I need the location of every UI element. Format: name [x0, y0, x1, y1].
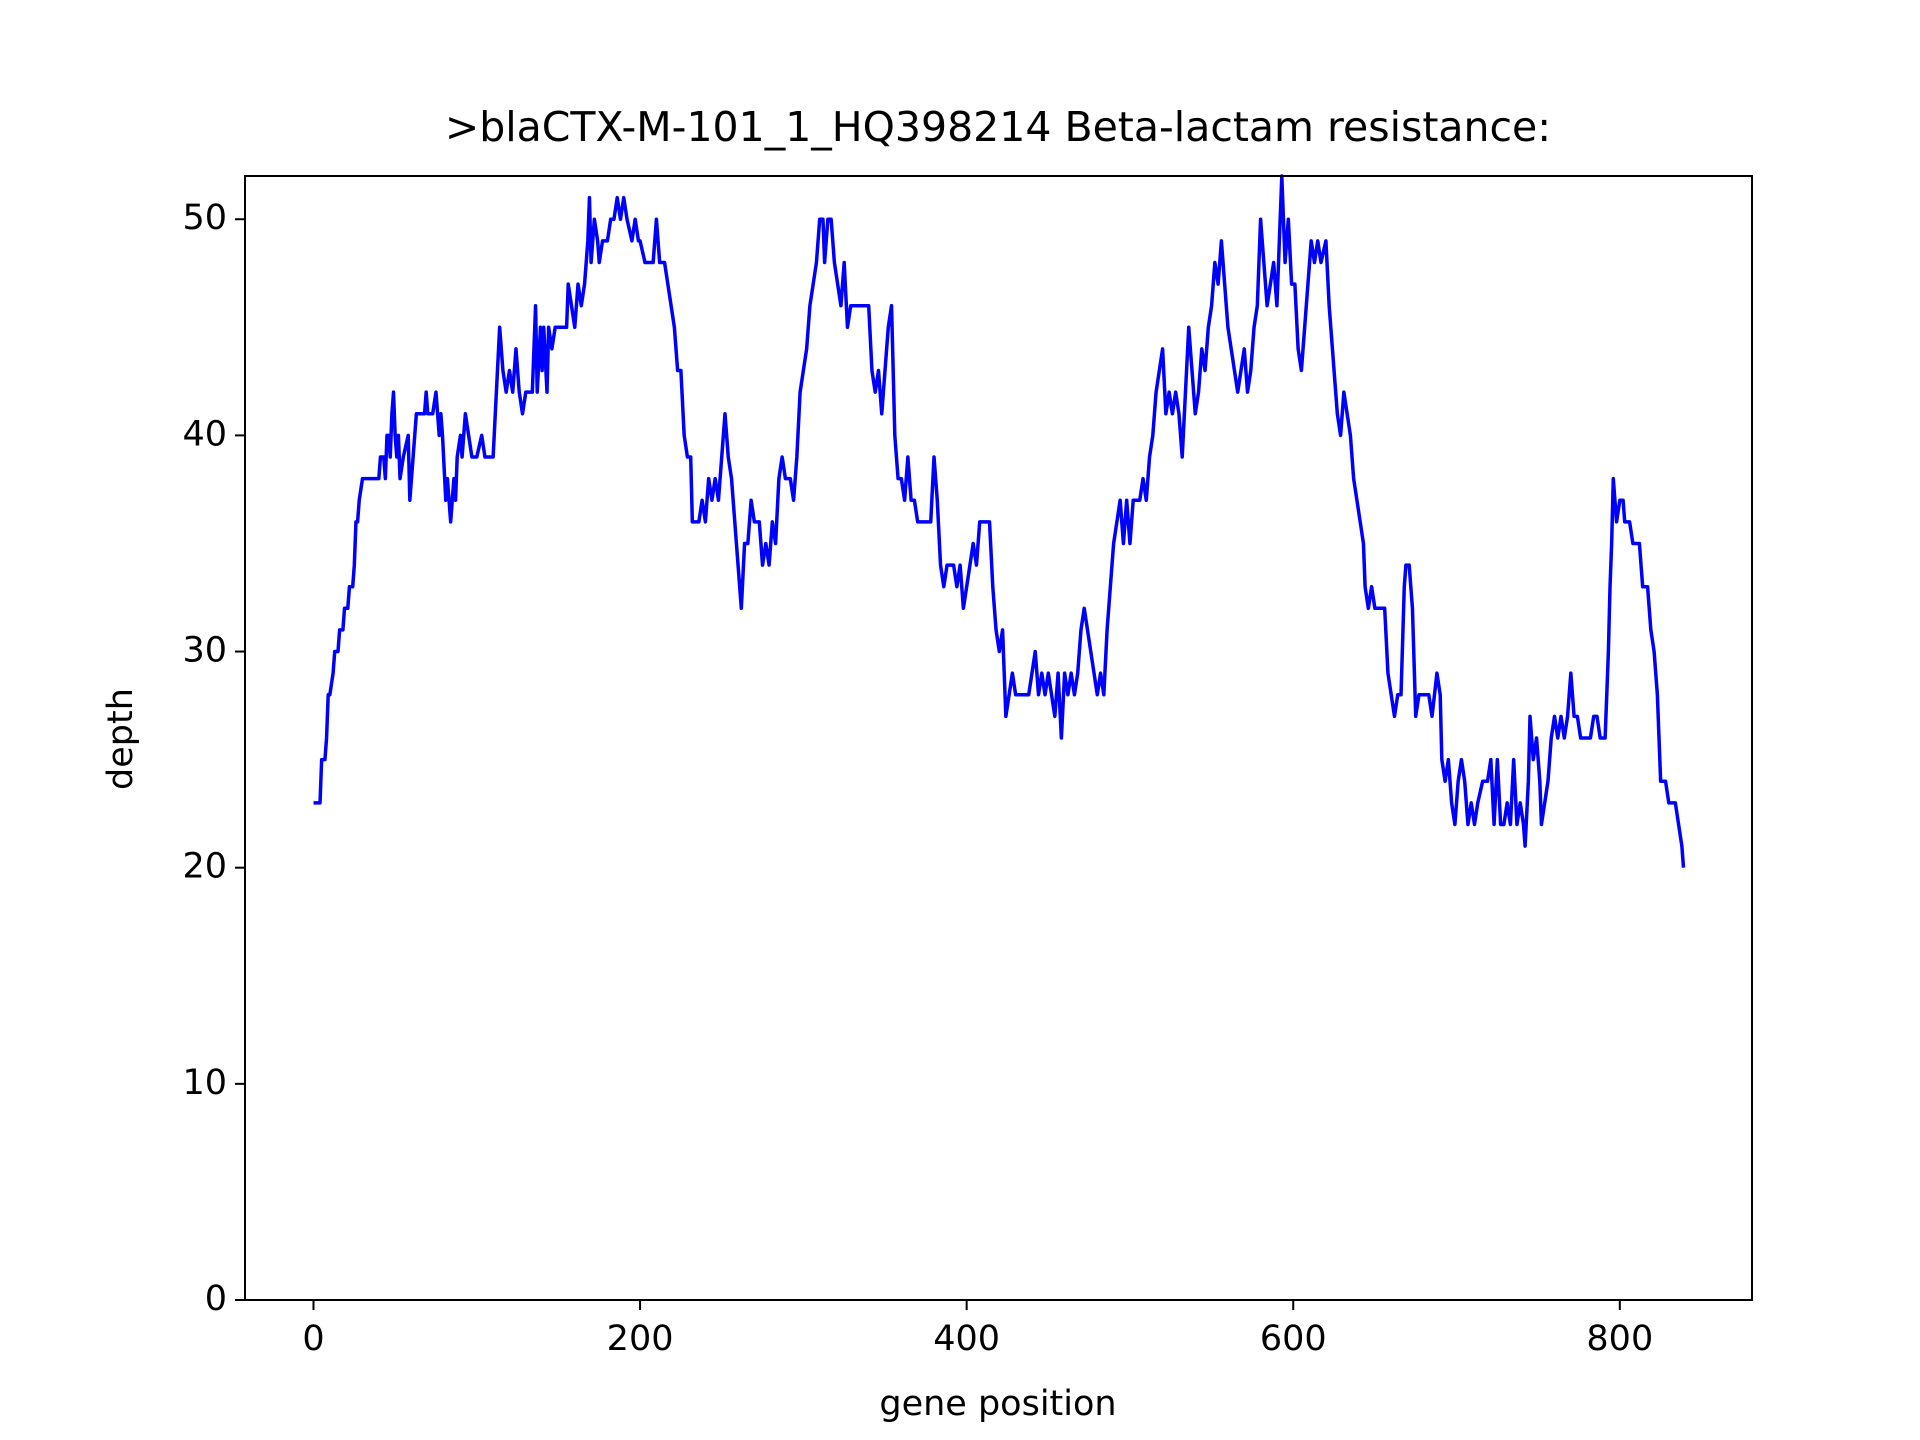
y-tick-label: 10 [182, 1063, 227, 1103]
x-tick-label: 200 [607, 1319, 674, 1359]
y-axis-label: depth [101, 688, 141, 790]
x-tick-label: 800 [1586, 1319, 1653, 1359]
y-tick-label: 0 [205, 1279, 227, 1319]
chart-title: >blaCTX-M-101_1_HQ398214 Beta-lactam res… [445, 103, 1551, 151]
plot-area: 0 200 400 600 800 0 10 20 30 40 50 [182, 174, 1753, 1359]
y-tick-label: 20 [182, 847, 227, 887]
x-tick-label: 0 [302, 1319, 324, 1359]
x-tick-label: 400 [933, 1319, 1000, 1359]
y-tick-label: 40 [182, 414, 227, 454]
y-tick-label: 30 [182, 631, 227, 671]
x-tick-label: 600 [1260, 1319, 1327, 1359]
data-line [313, 174, 1686, 868]
x-axis-label: gene position [879, 1384, 1116, 1424]
plot-frame [244, 175, 1753, 1301]
y-tick-label: 50 [182, 198, 227, 238]
